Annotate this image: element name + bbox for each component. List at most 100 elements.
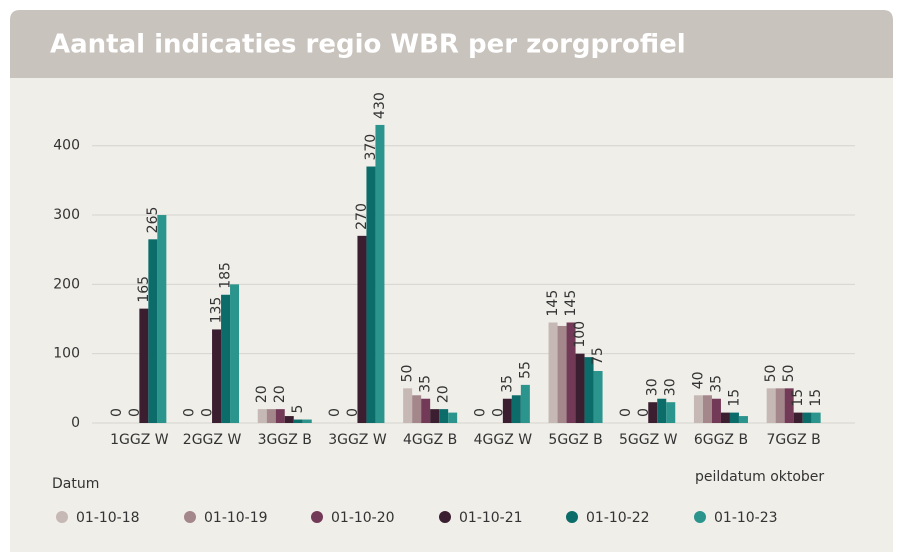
x-tick-label: 7GGZ B — [767, 432, 821, 448]
bar — [584, 357, 594, 423]
title-banner — [10, 10, 893, 78]
bar — [738, 416, 748, 423]
bar — [230, 284, 240, 423]
data-label: 35 — [499, 375, 515, 393]
bar — [412, 395, 422, 423]
data-label: 35 — [418, 375, 434, 393]
data-label: 75 — [590, 347, 606, 365]
bar — [139, 308, 149, 423]
bar — [702, 395, 712, 423]
data-label: 430 — [372, 92, 388, 119]
data-label: 15 — [808, 389, 824, 407]
bar — [720, 412, 730, 423]
bar — [148, 239, 158, 423]
bar — [293, 419, 303, 423]
data-label: 0 — [636, 408, 652, 417]
bar — [284, 416, 294, 423]
data-label: 165 — [136, 276, 152, 303]
bar — [766, 388, 776, 423]
data-label: 15 — [726, 389, 742, 407]
data-label: 0 — [490, 408, 506, 417]
bar — [511, 395, 521, 423]
bar — [275, 409, 285, 423]
bar — [403, 388, 413, 423]
legend-marker — [694, 511, 706, 523]
data-label: 0 — [472, 408, 488, 417]
data-label: 185 — [218, 262, 234, 289]
data-label: 145 — [545, 290, 561, 317]
bar — [729, 412, 739, 423]
x-tick-label: 2GGZ W — [183, 432, 242, 448]
legend-marker — [311, 511, 323, 523]
legend-label: 01-10-21 — [459, 510, 523, 526]
y-tick-label: 300 — [53, 207, 80, 223]
legend-marker — [439, 511, 451, 523]
bar — [221, 294, 231, 423]
bar — [557, 325, 567, 423]
x-tick-label: 3GGZ W — [328, 432, 387, 448]
bar — [430, 409, 440, 423]
bar — [357, 235, 367, 423]
bar — [421, 398, 431, 423]
bar — [502, 398, 512, 423]
bar — [593, 371, 603, 423]
data-label: 265 — [145, 207, 161, 234]
data-label: 30 — [663, 378, 679, 396]
data-label: 135 — [209, 297, 225, 324]
legend-label: 01-10-19 — [204, 510, 268, 526]
bar — [548, 322, 558, 423]
data-label: 15 — [790, 389, 806, 407]
data-label: 270 — [354, 203, 370, 230]
data-label: 145 — [563, 290, 579, 317]
y-tick-label: 0 — [71, 415, 80, 431]
data-label: 0 — [182, 408, 198, 417]
x-tick-label: 1GGZ W — [110, 432, 169, 448]
data-label: 370 — [363, 134, 379, 161]
bar — [711, 398, 721, 423]
y-tick-label: 100 — [53, 346, 80, 362]
data-label: 0 — [345, 408, 361, 417]
x-tick-label: 6GGZ B — [694, 432, 748, 448]
data-label: 5 — [290, 405, 306, 414]
data-label: 0 — [109, 408, 125, 417]
bar — [648, 402, 658, 423]
data-label: 20 — [272, 385, 288, 403]
bar — [566, 322, 576, 423]
x-tick-label: 5GGZ B — [548, 432, 602, 448]
bar — [266, 409, 276, 423]
data-label: 0 — [618, 408, 634, 417]
x-tick-label: 4GGZ B — [403, 432, 457, 448]
legend-title: Datum — [52, 476, 99, 492]
data-label: 0 — [200, 408, 216, 417]
data-label: 0 — [327, 408, 343, 417]
bar — [302, 419, 312, 423]
data-label: 40 — [690, 371, 706, 389]
x-tick-label: 3GGZ B — [258, 432, 312, 448]
data-label: 50 — [400, 365, 416, 383]
x-tick-label: 4GGZ W — [474, 432, 533, 448]
legend-marker — [56, 511, 68, 523]
bar — [520, 384, 530, 423]
bar — [439, 409, 449, 423]
legend-label: 01-10-18 — [76, 510, 140, 526]
bar — [366, 166, 376, 424]
bar — [802, 412, 812, 423]
data-label: 50 — [781, 365, 797, 383]
bar — [793, 412, 803, 423]
bar — [575, 353, 585, 423]
bar — [157, 215, 167, 423]
bar — [212, 329, 222, 423]
annotation: peildatum oktober — [695, 469, 824, 485]
bar — [657, 398, 667, 423]
x-tick-label: 5GGZ W — [619, 432, 678, 448]
bar — [448, 412, 458, 423]
bar — [811, 412, 821, 423]
bar — [693, 395, 703, 423]
y-tick-label: 400 — [53, 138, 80, 154]
legend-label: 01-10-22 — [586, 510, 650, 526]
legend-label: 01-10-20 — [331, 510, 395, 526]
bar — [784, 388, 794, 423]
bar — [775, 388, 785, 423]
data-label: 20 — [254, 385, 270, 403]
